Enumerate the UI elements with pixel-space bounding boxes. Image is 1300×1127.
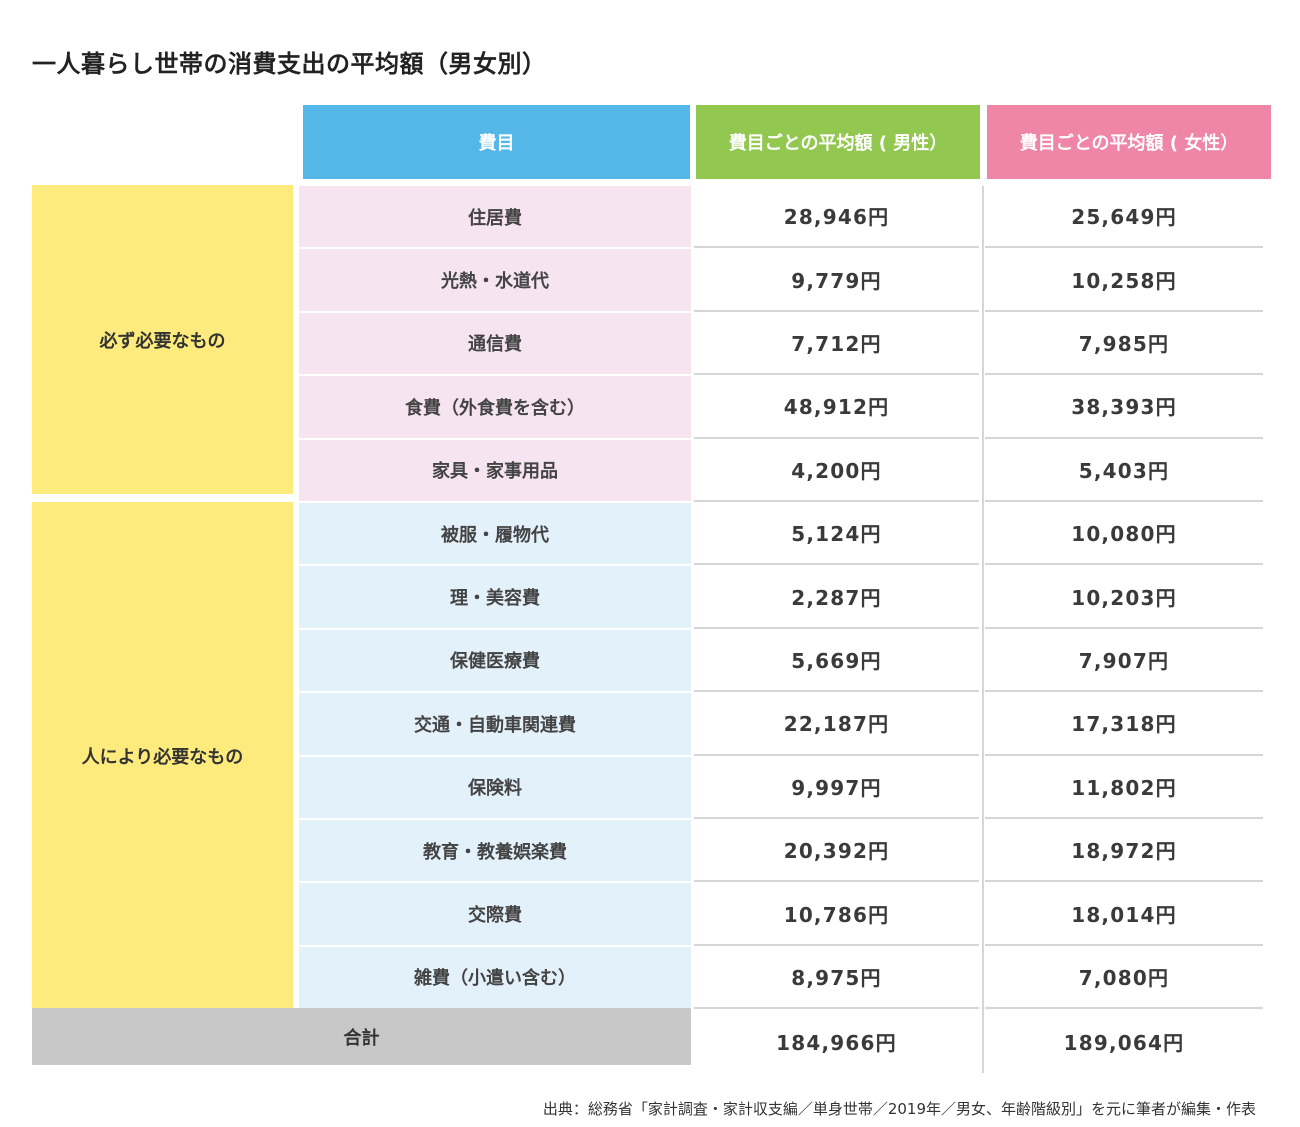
male-value: 48,912円 bbox=[694, 375, 979, 439]
male-value: 5,669円 bbox=[694, 629, 979, 693]
expense-item: 家具・家事用品 bbox=[299, 439, 691, 501]
male-value: 5,124円 bbox=[694, 502, 979, 566]
expense-item: 被服・履物代 bbox=[299, 503, 691, 565]
expense-item: 光熱・水道代 bbox=[299, 249, 691, 311]
male-value: 22,187円 bbox=[694, 692, 979, 756]
expense-item: 理・美容費 bbox=[299, 566, 691, 628]
header-category: 費目 bbox=[303, 105, 690, 179]
total-label: 合計 bbox=[32, 1008, 691, 1065]
female-value: 11,802円 bbox=[985, 756, 1263, 819]
female-value: 18,972円 bbox=[985, 819, 1263, 883]
female-value: 7,080円 bbox=[985, 946, 1263, 1010]
column-divider bbox=[982, 186, 984, 1074]
male-value: 9,779円 bbox=[694, 248, 979, 312]
male-value: 20,392円 bbox=[694, 819, 979, 883]
female-value: 25,649円 bbox=[985, 185, 1263, 249]
male-value: 8,975円 bbox=[694, 946, 979, 1010]
group-label: 人により必要なもの bbox=[32, 502, 293, 1010]
female-value: 38,393円 bbox=[985, 375, 1263, 439]
group-label: 必ず必要なもの bbox=[32, 185, 293, 494]
female-value: 5,403円 bbox=[985, 439, 1263, 502]
expense-item: 交際費 bbox=[299, 883, 691, 945]
expense-item: 雑費（小遣い含む） bbox=[299, 946, 691, 1009]
male-value: 4,200円 bbox=[694, 439, 979, 502]
total-female-value: 189,064円 bbox=[1063, 1030, 1185, 1055]
male-value: 10,786円 bbox=[694, 882, 979, 946]
expense-item: 住居費 bbox=[299, 186, 691, 248]
chart-title: 一人暮らし世帯の消費支出の平均額（男女別） bbox=[32, 50, 547, 78]
total-male-value: 184,966円 bbox=[776, 1030, 897, 1055]
female-value: 7,907円 bbox=[985, 629, 1263, 693]
expense-item: 保険料 bbox=[299, 756, 691, 818]
source-note: 出典：総務省「家計調査・家計収支編／単身世帯／2019年／男女、年齢階級別」を元… bbox=[542, 1100, 1256, 1118]
header-male-average: 費目ごとの平均額 ( 男性） bbox=[696, 105, 980, 179]
expense-item: 通信費 bbox=[299, 312, 691, 375]
female-value: 17,318円 bbox=[985, 692, 1263, 756]
female-value: 18,014円 bbox=[985, 882, 1263, 946]
expense-item: 保健医療費 bbox=[299, 629, 691, 692]
header-female-average: 費目ごとの平均額 ( 女性） bbox=[987, 105, 1271, 179]
male-value: 9,997円 bbox=[694, 756, 979, 819]
female-value: 10,258円 bbox=[985, 248, 1263, 312]
female-value: 7,985円 bbox=[985, 312, 1263, 376]
male-value: 7,712円 bbox=[694, 312, 979, 376]
expense-item: 交通・自動車関連費 bbox=[299, 693, 691, 755]
expense-item: 教育・教養娯楽費 bbox=[299, 820, 691, 882]
female-value: 10,080円 bbox=[985, 502, 1263, 566]
female-value: 10,203円 bbox=[985, 565, 1263, 629]
male-value: 2,287円 bbox=[694, 565, 979, 629]
male-value: 28,946円 bbox=[694, 185, 979, 249]
expense-item: 食費（外食費を含む） bbox=[299, 376, 691, 438]
